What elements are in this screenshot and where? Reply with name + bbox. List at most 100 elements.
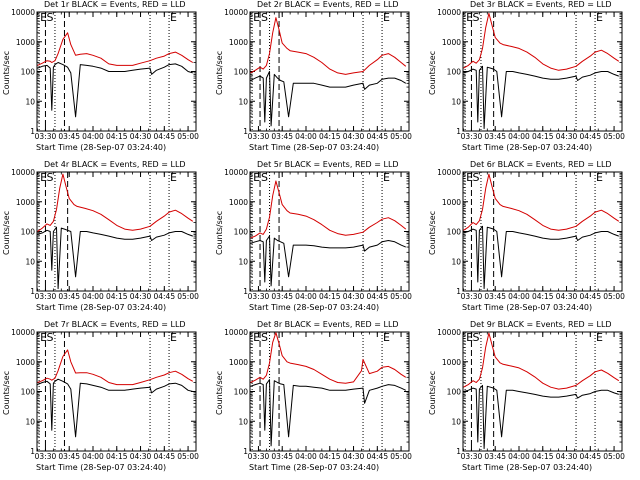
events-series-line xyxy=(463,225,619,290)
x-tick-label: 05:00 xyxy=(390,292,412,301)
x-tick-label: 03:30 xyxy=(461,132,483,141)
x-tick-label: 04:30 xyxy=(130,452,152,461)
chart-svg: 1 10 100 1000 10000 03:30 03:45 04:00 04:15 04:30… xyxy=(224,8,412,141)
event-marker-label: S xyxy=(46,171,53,184)
chart-title: Det 2r BLACK = Events, RED = LLD xyxy=(257,0,399,9)
chart-svg: 1 10 100 1000 10000 03:30 03:45 04:00 04:15 04:30… xyxy=(11,168,199,301)
y-tick-label: 1 xyxy=(456,127,461,136)
x-tick-label: 04:45 xyxy=(366,292,388,301)
y-tick-label: 1 xyxy=(30,287,35,296)
x-tick-label: 04:45 xyxy=(366,452,388,461)
lld-series-line xyxy=(250,17,407,75)
chart-svg: 1 10 100 1000 10000 03:30 03:45 04:00 04:15 04:30… xyxy=(437,8,625,141)
x-tick-label: 04:15 xyxy=(532,452,554,461)
x-axis-label: Start Time (28-Sep-07 03:24:40) xyxy=(36,303,167,312)
event-marker-label: E xyxy=(466,171,473,184)
events-series-line xyxy=(250,235,406,287)
x-axis-label: Start Time (28-Sep-07 03:24:40) xyxy=(462,143,593,152)
y-tick-label: 100 xyxy=(447,68,462,77)
x-tick-label: 04:00 xyxy=(295,452,317,461)
x-tick-label: 05:00 xyxy=(390,132,412,141)
x-tick-label: 04:30 xyxy=(556,292,578,301)
x-tick-label: 04:00 xyxy=(508,292,530,301)
events-series-line xyxy=(37,378,193,438)
x-tick-label: 04:45 xyxy=(366,132,388,141)
events-series-line xyxy=(463,65,619,130)
x-tick-label: 04:00 xyxy=(295,292,317,301)
event-marker-label: E xyxy=(253,171,260,184)
y-tick-label: 10 xyxy=(451,97,461,106)
events-series-line xyxy=(463,384,619,450)
x-tick-label: 03:30 xyxy=(35,292,57,301)
x-axis-label: Start Time (28-Sep-07 03:24:40) xyxy=(462,303,593,312)
x-tick-label: 03:45 xyxy=(484,292,506,301)
chart-title: Det 5r BLACK = Events, RED = LLD xyxy=(257,160,399,169)
y-tick-label: 100 xyxy=(21,228,36,237)
chart-title: Det 4r BLACK = Events, RED = LLD xyxy=(44,160,186,169)
chart-title: Det 8r BLACK = Events, RED = LLD xyxy=(257,320,399,329)
x-tick-label: 03:45 xyxy=(271,132,293,141)
x-tick-label: 04:45 xyxy=(153,292,175,301)
chart-svg: 1 10 100 1000 10000 03:30 03:45 04:00 04:15 04:30… xyxy=(437,328,625,461)
x-tick-label: 03:30 xyxy=(35,132,57,141)
x-tick-label: 03:30 xyxy=(35,452,57,461)
x-tick-label: 04:30 xyxy=(556,132,578,141)
x-tick-label: 04:45 xyxy=(153,452,175,461)
events-series-line xyxy=(37,62,193,118)
chart-svg: 1 10 100 1000 10000 03:30 03:45 04:00 04:15 04:30… xyxy=(437,168,625,301)
y-tick-label: 100 xyxy=(21,68,36,77)
event-marker-label: E xyxy=(383,171,390,184)
x-axis-label: Start Time (28-Sep-07 03:24:40) xyxy=(462,463,593,472)
x-tick-label: 03:45 xyxy=(484,452,506,461)
event-marker-label: E xyxy=(383,11,390,24)
y-tick-label: 10 xyxy=(451,417,461,426)
event-marker-label: E xyxy=(253,11,260,24)
lld-series-line xyxy=(37,349,194,386)
y-tick-label: 1000 xyxy=(16,358,35,367)
x-tick-label: 04:15 xyxy=(106,132,128,141)
y-tick-label: 10 xyxy=(451,257,461,266)
x-tick-label: 03:30 xyxy=(461,292,483,301)
x-tick-label: 04:45 xyxy=(579,132,601,141)
y-tick-label: 100 xyxy=(234,228,249,237)
y-tick-label: 1000 xyxy=(229,38,248,47)
y-tick-label: 100 xyxy=(447,388,462,397)
y-tick-label: 10000 xyxy=(437,8,461,17)
x-tick-label: 04:15 xyxy=(532,292,554,301)
x-tick-label: 04:45 xyxy=(579,292,601,301)
x-axis-label: Start Time (28-Sep-07 03:24:40) xyxy=(249,143,380,152)
y-tick-label: 1000 xyxy=(16,198,35,207)
y-tick-label: 10 xyxy=(25,97,35,106)
y-tick-label: 10 xyxy=(238,417,248,426)
y-tick-label: 1 xyxy=(456,287,461,296)
y-tick-label: 10000 xyxy=(11,328,35,337)
y-tick-label: 10 xyxy=(25,257,35,266)
y-tick-label: 1 xyxy=(456,447,461,456)
lld-series-line xyxy=(37,173,194,232)
y-tick-label: 1 xyxy=(243,447,248,456)
x-tick-label: 03:45 xyxy=(58,452,80,461)
x-tick-label: 03:45 xyxy=(484,132,506,141)
y-tick-label: 1 xyxy=(243,127,248,136)
event-marker-label: E xyxy=(466,331,473,344)
lld-series-line xyxy=(250,180,407,239)
detector-panel: Det 9r BLACK = Events, RED = LLD Start Ti… xyxy=(426,320,639,480)
x-axis-label: Start Time (28-Sep-07 03:24:40) xyxy=(249,303,380,312)
x-tick-label: 03:30 xyxy=(248,132,270,141)
chart-svg: 1 10 100 1000 10000 03:30 03:45 04:00 04:15 04:30… xyxy=(11,328,199,461)
event-marker-label: E xyxy=(170,11,177,24)
x-tick-label: 04:15 xyxy=(319,452,341,461)
y-tick-label: 10000 xyxy=(224,168,248,177)
y-tick-label: 1000 xyxy=(229,198,248,207)
x-tick-label: 05:00 xyxy=(603,132,625,141)
plot-frame xyxy=(249,11,410,132)
event-marker-label: S xyxy=(472,11,479,24)
chart-title: Det 7r BLACK = Events, RED = LLD xyxy=(44,320,186,329)
x-tick-label: 04:30 xyxy=(343,132,365,141)
chart-title: Det 3r BLACK = Events, RED = LLD xyxy=(470,0,612,9)
detector-panel: Det 7r BLACK = Events, RED = LLD Start Ti… xyxy=(0,320,213,480)
x-tick-label: 05:00 xyxy=(603,452,625,461)
y-tick-label: 100 xyxy=(447,228,462,237)
chart-title: Det 1r BLACK = Events, RED = LLD xyxy=(44,0,186,9)
